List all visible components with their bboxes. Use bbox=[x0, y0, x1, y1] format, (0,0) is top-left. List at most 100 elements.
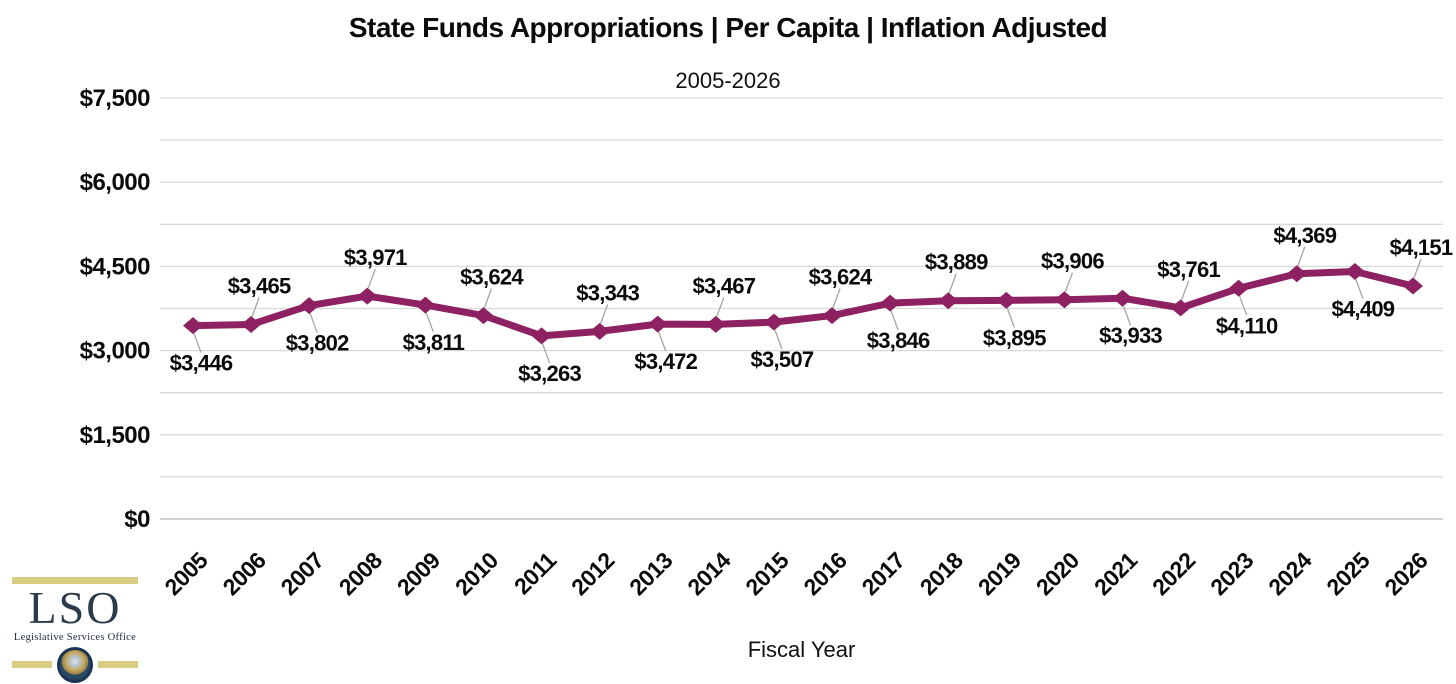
data-point-marker bbox=[1286, 265, 1307, 283]
label-leader-line bbox=[658, 331, 667, 352]
data-point-marker bbox=[589, 322, 610, 340]
data-point-marker bbox=[822, 307, 843, 325]
logo-bottom-bar-left bbox=[12, 661, 52, 669]
data-point-marker bbox=[1403, 277, 1423, 295]
y-tick-label: $1,500 bbox=[80, 422, 151, 449]
data-point-marker bbox=[996, 291, 1017, 309]
x-tick-label: 2021 bbox=[1089, 547, 1143, 601]
data-value-label: $3,889 bbox=[925, 250, 988, 275]
x-tick-label: 2023 bbox=[1205, 547, 1258, 600]
data-point-marker bbox=[415, 296, 436, 314]
data-value-label: $3,933 bbox=[1099, 323, 1162, 348]
data-point-marker bbox=[183, 317, 203, 335]
data-value-label: $3,971 bbox=[344, 245, 407, 270]
data-point-marker bbox=[1170, 299, 1191, 317]
x-tick-label: 2013 bbox=[624, 547, 677, 600]
label-leader-line bbox=[541, 343, 551, 364]
label-leader-line bbox=[716, 297, 725, 317]
data-point-marker bbox=[938, 292, 959, 310]
data-point-marker bbox=[705, 315, 726, 333]
x-tick-label: 2008 bbox=[334, 547, 388, 601]
x-tick-label: 2010 bbox=[450, 547, 503, 600]
data-point-marker bbox=[1054, 291, 1075, 309]
data-value-label: $3,343 bbox=[576, 280, 639, 305]
label-leader-line bbox=[425, 312, 434, 333]
logo-top-bar bbox=[12, 577, 138, 584]
x-axis-title: Fiscal Year bbox=[747, 637, 856, 662]
data-value-label: $3,472 bbox=[634, 349, 697, 374]
x-tick-label: 2019 bbox=[973, 547, 1026, 600]
data-value-label: $3,624 bbox=[460, 265, 524, 290]
x-tick-label: 2015 bbox=[740, 547, 794, 601]
x-tick-label: 2017 bbox=[857, 547, 910, 600]
data-value-label: $3,811 bbox=[403, 330, 465, 355]
data-point-marker bbox=[763, 313, 784, 331]
data-point-marker bbox=[647, 315, 668, 333]
label-leader-line bbox=[1181, 280, 1190, 301]
lso-logo: LSO Legislative Services Office bbox=[12, 577, 138, 683]
label-leader-line bbox=[1355, 279, 1364, 299]
logo-acronym: LSO bbox=[28, 582, 122, 633]
x-tick-label: 2005 bbox=[159, 547, 213, 601]
label-leader-line bbox=[251, 297, 260, 317]
data-value-label: $4,151 bbox=[1390, 235, 1453, 260]
label-leader-line bbox=[1297, 246, 1306, 266]
label-leader-line bbox=[1064, 272, 1074, 292]
x-tick-label: 2011 bbox=[509, 547, 562, 600]
data-point-marker bbox=[531, 327, 552, 345]
label-leader-line bbox=[774, 329, 783, 350]
data-value-label: $4,110 bbox=[1216, 313, 1278, 338]
label-leader-line bbox=[1122, 306, 1132, 326]
data-value-label: $4,369 bbox=[1273, 223, 1336, 248]
y-tick-label: $3,000 bbox=[80, 338, 151, 365]
y-tick-label: $0 bbox=[124, 506, 150, 533]
label-leader-line bbox=[890, 310, 899, 331]
data-point-marker bbox=[473, 307, 494, 325]
x-tick-label: 2018 bbox=[915, 547, 969, 601]
data-value-label: $3,761 bbox=[1157, 257, 1220, 282]
label-leader-line bbox=[309, 313, 318, 333]
lso-seal-icon bbox=[57, 646, 93, 683]
data-value-label: $3,895 bbox=[983, 325, 1046, 350]
label-leader-line bbox=[193, 333, 202, 353]
x-tick-label: 2025 bbox=[1321, 547, 1375, 601]
x-tick-label: 2014 bbox=[682, 547, 736, 601]
logo-caption: Legislative Services Office bbox=[13, 631, 137, 643]
y-tick-label: $6,000 bbox=[80, 169, 151, 196]
trend-line bbox=[189, 268, 1417, 340]
label-leader-line bbox=[1413, 258, 1422, 279]
data-value-label: $3,263 bbox=[518, 361, 581, 386]
data-point-marker bbox=[1344, 263, 1365, 281]
x-tick-label: 2016 bbox=[798, 547, 851, 600]
label-leader-line bbox=[948, 273, 957, 293]
data-value-label: $3,446 bbox=[170, 351, 233, 376]
x-tick-label: 2012 bbox=[566, 547, 619, 600]
logo-bottom-row bbox=[12, 646, 138, 683]
data-point-marker bbox=[880, 294, 901, 312]
x-tick-label: 2007 bbox=[276, 547, 329, 600]
data-point-marker bbox=[1228, 279, 1249, 297]
data-value-label: $4,409 bbox=[1332, 297, 1395, 322]
x-tick-label: 2024 bbox=[1263, 547, 1317, 601]
data-point-marker bbox=[299, 297, 320, 315]
data-value-label: $3,507 bbox=[751, 347, 814, 372]
data-value-label: $3,624 bbox=[809, 265, 873, 290]
data-value-label: $3,467 bbox=[692, 273, 755, 298]
chart-subtitle: 2005-2026 bbox=[675, 68, 781, 93]
label-leader-line bbox=[1239, 296, 1248, 316]
x-tick-label: 2009 bbox=[392, 547, 445, 600]
y-tick-label: $4,500 bbox=[80, 253, 151, 280]
data-point-marker bbox=[357, 287, 378, 305]
data-value-label: $3,465 bbox=[228, 273, 291, 298]
label-leader-line bbox=[1006, 308, 1015, 328]
chart-title: State Funds Appropriations | Per Capita … bbox=[348, 12, 1108, 43]
data-value-label: $3,802 bbox=[286, 331, 349, 356]
label-leader-line bbox=[367, 268, 376, 289]
data-point-marker bbox=[241, 315, 262, 333]
y-tick-label: $7,500 bbox=[80, 85, 151, 112]
data-value-label: $3,846 bbox=[867, 328, 930, 353]
x-tick-label: 2022 bbox=[1147, 547, 1200, 600]
label-leader-line bbox=[600, 304, 609, 324]
